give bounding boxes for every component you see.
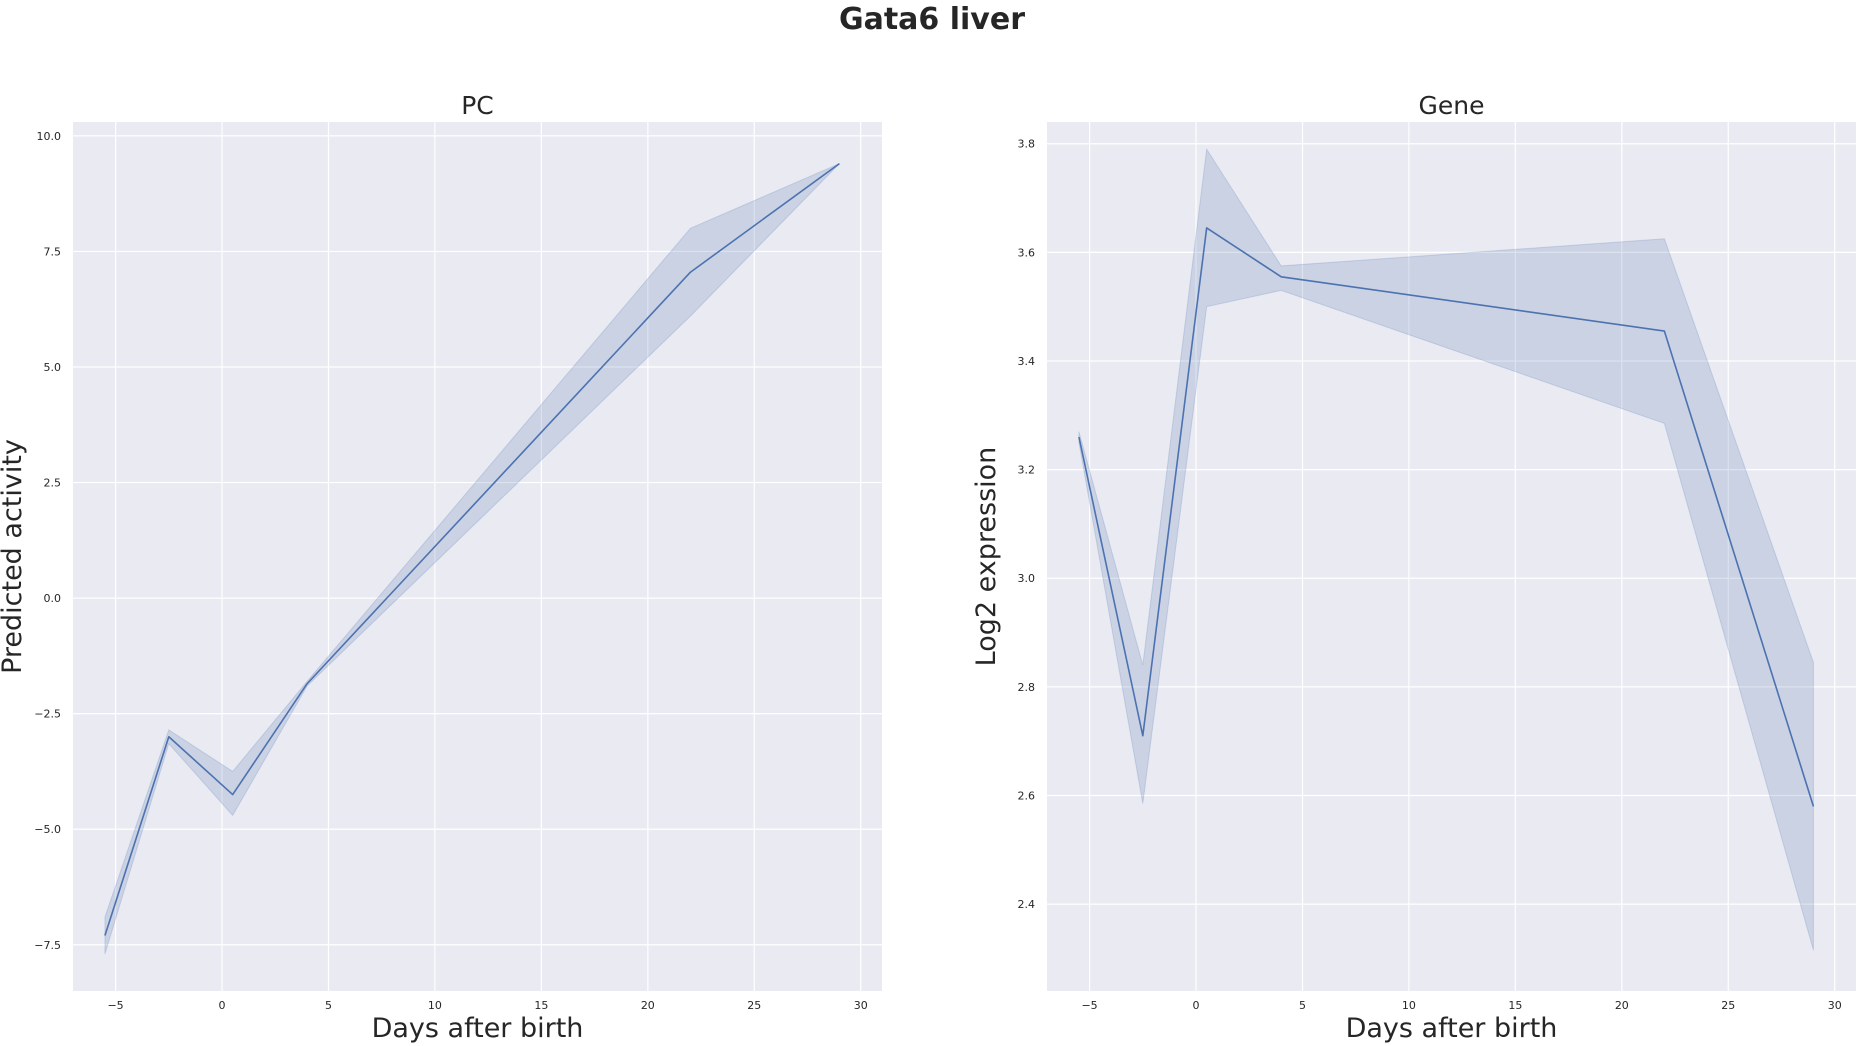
ticks-layer: −5 0 5 10 15 20 25 30 −7.5 −5.0 −2.5 0.0 2.5 5.0 7.5 10… bbox=[34, 130, 867, 1012]
y-tick-label: 2.8 bbox=[1018, 681, 1036, 694]
y-tick-label: 7.5 bbox=[44, 245, 62, 258]
x-tick-label: 10 bbox=[1402, 999, 1416, 1012]
x-tick-label: 25 bbox=[747, 999, 761, 1012]
x-tick-label: 5 bbox=[1299, 999, 1306, 1012]
confidence-band bbox=[104, 163, 840, 955]
x-tick-label: 30 bbox=[1828, 999, 1842, 1012]
x-tick-label: 0 bbox=[1193, 999, 1200, 1012]
line-layer bbox=[1078, 227, 1815, 807]
y-tick-label: 5.0 bbox=[44, 361, 62, 374]
x-tick-label: 20 bbox=[641, 999, 655, 1012]
panel-title: Gene bbox=[1419, 91, 1485, 120]
y-axis-label: Log2 expression bbox=[971, 447, 1002, 667]
plot-background bbox=[1047, 122, 1856, 991]
series-line bbox=[1078, 227, 1815, 807]
band-layer bbox=[104, 163, 840, 955]
y-tick-label: 3.6 bbox=[1018, 246, 1036, 259]
y-tick-label: −7.5 bbox=[34, 939, 61, 952]
y-tick-label: 2.6 bbox=[1018, 789, 1036, 802]
x-tick-label: 15 bbox=[534, 999, 548, 1012]
x-tick-label: 25 bbox=[1721, 999, 1735, 1012]
band-layer bbox=[1078, 147, 1814, 951]
y-tick-label: −5.0 bbox=[34, 823, 61, 836]
figure-title: Gata6 liver bbox=[838, 2, 1026, 37]
y-tick-label: 3.8 bbox=[1018, 138, 1036, 151]
line-layer bbox=[104, 162, 840, 936]
chart-panel-gene: −5 0 5 10 15 20 25 30 2.4 2.6 2.8 3.0 3.2 3.4 3.6 3.8 G… bbox=[971, 91, 1856, 1044]
x-tick-label: −5 bbox=[1081, 999, 1097, 1012]
y-tick-label: 3.0 bbox=[1018, 572, 1036, 585]
x-tick-label: 15 bbox=[1508, 999, 1522, 1012]
x-tick-label: −5 bbox=[107, 999, 123, 1012]
y-tick-label: 3.2 bbox=[1018, 464, 1036, 477]
x-axis-label: Days after birth bbox=[372, 1013, 584, 1044]
y-axis-label: Predicted activity bbox=[0, 439, 28, 674]
y-tick-label: 10.0 bbox=[37, 130, 62, 143]
y-tick-label: 3.4 bbox=[1018, 355, 1036, 368]
grid-layer bbox=[1047, 122, 1856, 991]
y-tick-label: 0.0 bbox=[44, 592, 62, 605]
x-axis-label: Days after birth bbox=[1346, 1013, 1558, 1044]
x-tick-label: 10 bbox=[428, 999, 442, 1012]
y-tick-label: 2.4 bbox=[1018, 898, 1036, 911]
panel-title: PC bbox=[461, 91, 494, 120]
ticks-layer: −5 0 5 10 15 20 25 30 2.4 2.6 2.8 3.0 3.2 3.4 3.6 3.8 bbox=[1018, 138, 1842, 1012]
y-tick-label: −2.5 bbox=[34, 708, 61, 721]
y-tick-label: 2.5 bbox=[44, 477, 62, 490]
x-tick-label: 30 bbox=[854, 999, 868, 1012]
series-line bbox=[104, 162, 840, 936]
x-tick-label: 20 bbox=[1615, 999, 1629, 1012]
x-tick-label: 0 bbox=[219, 999, 226, 1012]
chart-panel-pc: −5 0 5 10 15 20 25 30 −7.5 −5.0 −2.5 0.0 2.5 5.0 7.5 10… bbox=[0, 91, 882, 1044]
plot-background bbox=[73, 122, 882, 991]
x-tick-label: 5 bbox=[325, 999, 332, 1012]
grid-layer bbox=[73, 122, 882, 991]
confidence-band bbox=[1078, 147, 1814, 951]
